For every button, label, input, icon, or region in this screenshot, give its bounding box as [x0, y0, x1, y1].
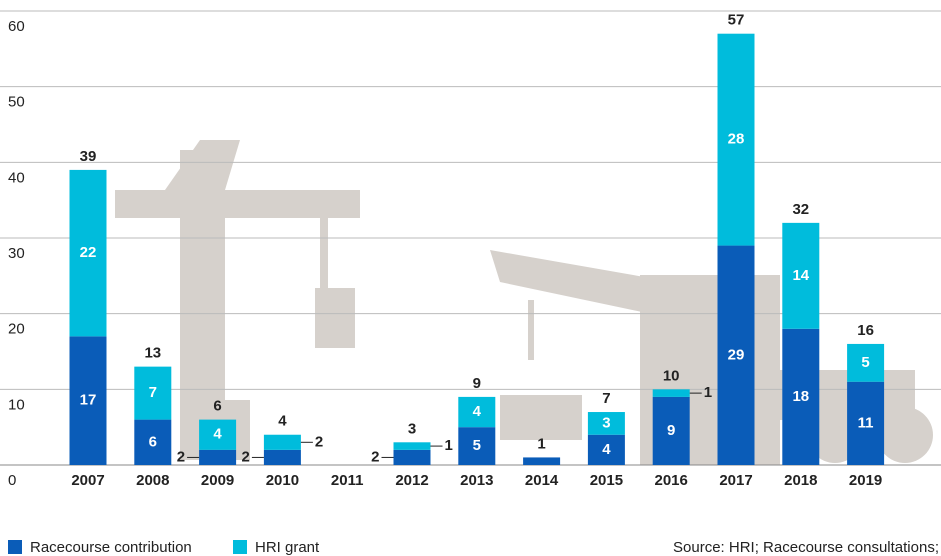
bar-segment: [134, 366, 172, 420]
value-label: 3: [602, 414, 610, 431]
bar-segment: [69, 169, 107, 337]
value-label: 4: [213, 426, 222, 443]
bar-segment: [587, 412, 625, 435]
total-label: 4: [278, 413, 287, 430]
value-label: 1: [704, 384, 712, 401]
value-label: 18: [792, 388, 809, 405]
x-tick-label: 2014: [525, 472, 559, 489]
x-tick-label: 2018: [784, 472, 817, 489]
bar-segment: [782, 222, 820, 329]
y-tick-label: 50: [8, 94, 25, 111]
value-label: 22: [80, 244, 97, 261]
legend-swatch: [233, 540, 247, 554]
total-label: 39: [80, 148, 97, 165]
value-label: 2: [315, 433, 323, 450]
x-tick-label: 2016: [655, 472, 688, 489]
x-tick-label: 2017: [719, 472, 752, 489]
value-label: 7: [149, 384, 157, 401]
total-label: 7: [602, 390, 610, 407]
bar-segment: [134, 419, 172, 465]
value-label: 2: [242, 448, 250, 465]
y-tick-label: 30: [8, 245, 25, 262]
total-label: 3: [408, 420, 416, 437]
x-tick-label: 2010: [266, 472, 299, 489]
value-label: 5: [473, 437, 481, 454]
legend-swatch: [8, 540, 22, 554]
value-label: 17: [80, 392, 97, 409]
x-tick-label: 2008: [136, 472, 169, 489]
bar-segment: [263, 434, 301, 450]
total-label: 10: [663, 367, 680, 384]
value-label: 5: [861, 354, 869, 371]
x-tick-label: 2009: [201, 472, 234, 489]
bar-segment: [199, 449, 237, 465]
value-label: 1: [445, 437, 453, 454]
source-note: Source: HRI; Racecourse consultations;: [673, 539, 939, 556]
total-label: 9: [473, 375, 481, 392]
value-label: 2: [177, 448, 185, 465]
value-label: 4: [473, 403, 482, 420]
x-tick-label: 2012: [395, 472, 428, 489]
bar-segment: [847, 381, 885, 465]
value-label: 6: [149, 433, 157, 450]
y-tick-label: 60: [8, 18, 25, 35]
bar-segment: [587, 434, 625, 465]
legend-label: HRI grant: [255, 539, 320, 556]
x-tick-label: 2011: [331, 472, 364, 489]
bar-segment: [523, 457, 561, 465]
legend-label: Racecourse contribution: [30, 539, 192, 556]
x-tick-label: 2019: [849, 472, 882, 489]
x-tick-label: 2007: [71, 472, 104, 489]
bar-segment: [782, 328, 820, 465]
total-label: 32: [792, 201, 809, 218]
total-label: 57: [728, 12, 745, 29]
bar-segment: [393, 442, 431, 450]
bar-segment: [263, 449, 301, 465]
total-label: 1: [537, 435, 545, 452]
total-label: 16: [857, 322, 874, 339]
bar-segment: [652, 396, 690, 465]
x-tick-label: 2013: [460, 472, 493, 489]
value-label: 4: [602, 441, 611, 458]
bar-segment: [458, 427, 496, 465]
bar-segment: [847, 343, 885, 382]
bar-segment: [199, 419, 237, 450]
bar-segment: [652, 389, 690, 397]
value-label: 2: [371, 448, 379, 465]
bar-segment: [458, 396, 496, 428]
y-tick-label: 20: [8, 321, 25, 338]
y-tick-label: 10: [8, 396, 25, 413]
value-label: 9: [667, 422, 675, 439]
y-tick-label: 40: [8, 169, 25, 186]
total-label: 13: [144, 345, 161, 362]
total-label: 6: [213, 398, 221, 415]
bar-segment: [393, 449, 431, 465]
value-label: 11: [858, 414, 874, 431]
value-label: 28: [728, 131, 745, 148]
bar-segment: [717, 245, 755, 465]
y-tick-label: 0: [8, 472, 16, 489]
x-tick-label: 2015: [590, 472, 623, 489]
bar-segment: [69, 336, 107, 465]
bar-segment: [717, 33, 755, 246]
value-label: 14: [792, 267, 809, 284]
value-label: 29: [728, 346, 745, 363]
